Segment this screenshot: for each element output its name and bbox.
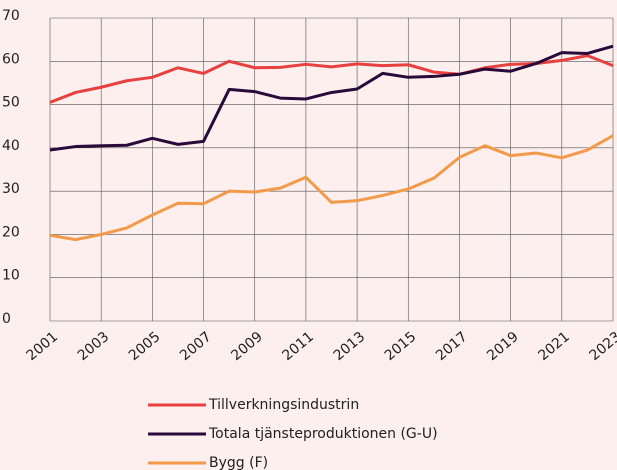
x-tick-label: 2011 (279, 329, 317, 364)
legend-label: Totala tjänsteproduktionen (G-U) (208, 426, 438, 442)
y-tick-label: 0 (2, 311, 11, 327)
legend-label: Bygg (F) (209, 455, 268, 470)
x-tick-label: 2019 (484, 329, 522, 364)
line-series (49, 54, 614, 104)
x-tick-label: 2003 (75, 329, 113, 364)
y-tick-label: 60 (2, 51, 20, 67)
x-tick-label: 2001 (24, 329, 62, 364)
line-series (49, 44, 614, 152)
y-tick-label: 50 (2, 95, 20, 111)
x-tick-label: 2017 (433, 329, 471, 364)
x-tick-label: 2013 (331, 329, 369, 364)
y-tick-label: 20 (2, 224, 20, 240)
y-tick-label: 10 (2, 268, 20, 284)
y-tick-label: 30 (2, 181, 20, 197)
legend-label: Tillverkningsindustrin (208, 397, 359, 413)
x-tick-label: 2023 (587, 329, 617, 364)
x-tick-label: 2007 (177, 329, 215, 364)
x-tick-label: 2021 (535, 329, 573, 364)
y-tick-label: 40 (2, 138, 20, 154)
x-tick-label: 2009 (228, 329, 266, 364)
y-tick-label: 70 (2, 8, 20, 24)
x-tick-label: 2015 (382, 329, 420, 364)
x-tick-label: 2005 (126, 329, 164, 364)
line-series (49, 134, 614, 242)
